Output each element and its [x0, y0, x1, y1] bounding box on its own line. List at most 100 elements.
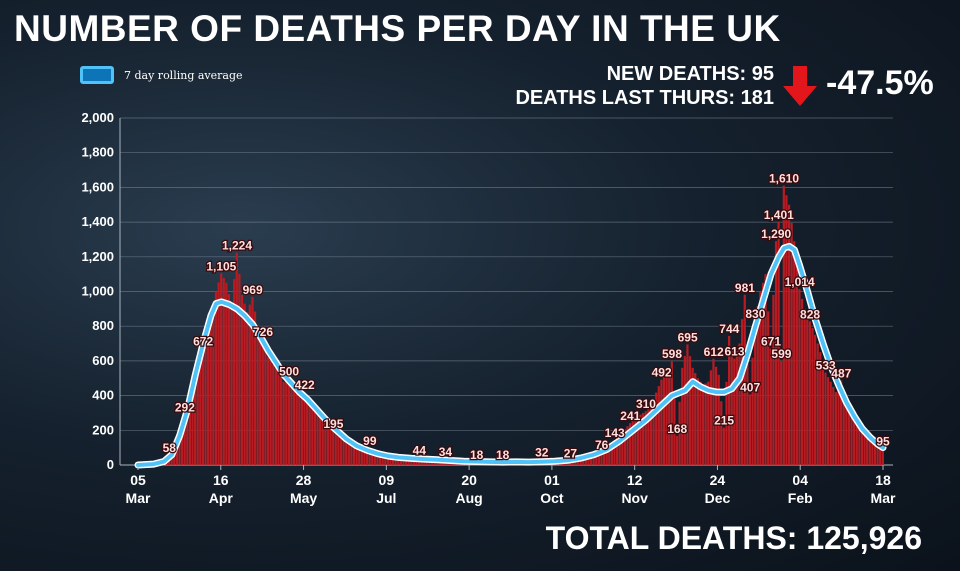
bar: [647, 407, 650, 465]
bar: [636, 416, 640, 465]
bar: [608, 445, 611, 465]
bar: [188, 399, 192, 465]
bar: [196, 371, 199, 465]
bar: [879, 446, 882, 465]
bar: [233, 279, 236, 465]
bar: [847, 406, 851, 465]
data-label: 241: [620, 409, 640, 423]
bar: [579, 458, 582, 465]
bar: [868, 436, 871, 465]
data-label: 168: [667, 422, 687, 436]
data-label: 744: [719, 322, 739, 336]
x-tick-day: 24: [710, 472, 726, 488]
bar: [842, 389, 845, 465]
y-tick-label: 1,400: [81, 214, 114, 229]
bar: [600, 451, 603, 465]
data-label: 18: [470, 448, 484, 462]
bar: [735, 351, 739, 465]
bar: [728, 335, 731, 465]
bar: [785, 195, 788, 465]
bar: [855, 421, 858, 465]
bar: [311, 407, 314, 465]
data-label: 215: [714, 414, 734, 428]
bar: [261, 339, 264, 465]
y-tick-label: 1,600: [81, 179, 114, 194]
legend-label: 7 day rolling average: [124, 68, 243, 82]
bar: [871, 438, 874, 465]
bar: [694, 373, 697, 465]
bar: [746, 344, 749, 465]
bar: [850, 412, 853, 465]
x-tick-day: 20: [461, 472, 477, 488]
bar: [782, 185, 785, 466]
bar: [321, 418, 324, 465]
bar: [313, 410, 317, 465]
data-label: 1,401: [764, 208, 794, 222]
bar: [365, 447, 369, 465]
bar: [618, 434, 621, 465]
bar: [704, 383, 707, 465]
bar: [324, 422, 327, 465]
bar: [235, 252, 238, 465]
data-label: 407: [740, 380, 760, 394]
bar: [876, 444, 879, 465]
bar: [212, 304, 215, 465]
data-label: 671: [761, 335, 781, 349]
data-label: 613: [725, 345, 745, 359]
bar: [777, 221, 780, 465]
bar: [589, 455, 593, 465]
x-tick-day: 04: [792, 472, 808, 488]
bar: [204, 333, 207, 465]
bar: [298, 395, 301, 465]
bar: [751, 357, 754, 465]
bar: [675, 435, 679, 465]
bar: [832, 386, 835, 465]
bar: [347, 439, 350, 465]
bar: [371, 448, 374, 465]
rolling-average-line: [136, 244, 885, 467]
bar: [266, 357, 270, 465]
bar: [688, 356, 692, 465]
x-tick-month: Oct: [540, 490, 564, 506]
bar: [300, 393, 304, 465]
data-label: 58: [163, 441, 177, 455]
down-arrow-icon: [783, 66, 817, 106]
bar: [866, 433, 869, 465]
bar: [303, 391, 306, 465]
bar: [707, 381, 710, 465]
bar: [725, 381, 728, 465]
deaths-last-thurs-stat: DEATHS LAST THURS: 181: [515, 87, 774, 109]
data-label: 195: [323, 417, 343, 431]
bar: [709, 370, 712, 465]
x-tick-day: 12: [627, 472, 643, 488]
bar: [741, 319, 744, 465]
bar: [240, 294, 244, 465]
bar: [881, 448, 884, 465]
data-label: 969: [243, 283, 263, 297]
bar: [290, 384, 293, 465]
bar: [829, 381, 832, 465]
bars: [139, 185, 884, 466]
total-deaths: TOTAL DEATHS: 125,926: [545, 520, 922, 556]
bar: [816, 343, 819, 465]
y-tick-label: 600: [92, 353, 114, 368]
bar: [191, 390, 194, 465]
y-tick-label: 2,000: [81, 110, 114, 125]
bar: [345, 438, 348, 465]
bar: [201, 348, 205, 465]
legend-swatch: [80, 66, 114, 84]
bar: [243, 303, 246, 465]
x-tick-month: Dec: [705, 490, 731, 506]
bar: [355, 443, 358, 465]
bar: [352, 442, 356, 465]
bar: [699, 381, 702, 465]
bar: [615, 437, 619, 465]
bar: [326, 426, 330, 465]
new-deaths-stat: NEW DEATHS: 95: [606, 63, 774, 85]
legend: 7 day rolling average: [80, 66, 243, 84]
bar: [668, 368, 671, 465]
bar: [756, 306, 759, 465]
data-label: 292: [175, 400, 195, 414]
x-tick-day: 09: [379, 472, 395, 488]
